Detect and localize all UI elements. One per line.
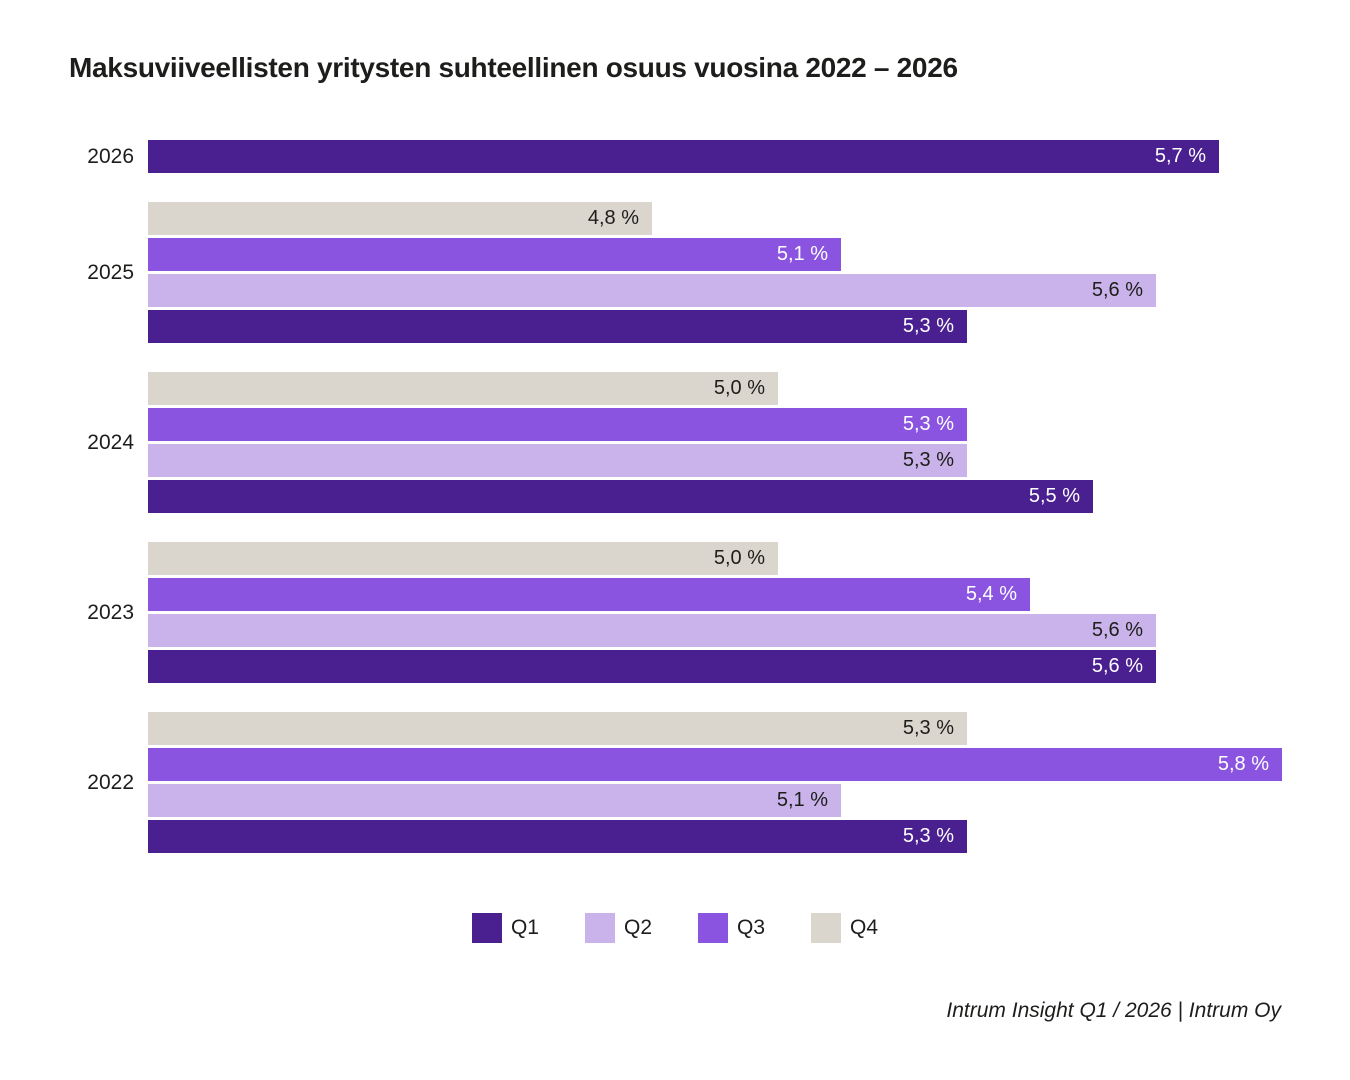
- bar-stack: 5,7 %: [148, 140, 1345, 173]
- legend-item-q1: Q1: [471, 913, 539, 943]
- bar-2026-Q1: 5,7 %: [148, 140, 1219, 173]
- legend-label: Q4: [850, 916, 879, 939]
- chart-legend: Q1 Q2 Q3 Q4: [0, 913, 1350, 943]
- legend-swatch-q1: [471, 913, 502, 943]
- bar-2024-Q2: 5,3 %: [148, 444, 967, 477]
- bar-2024-Q4: 5,0 %: [148, 372, 778, 405]
- legend-label: Q2: [623, 916, 652, 939]
- year-group-2022: 2022 5,3 % 5,8 % 5,1 % 5,3 %: [0, 712, 1350, 853]
- year-group-2023: 2023 5,0 % 5,4 % 5,6 % 5,6 %: [0, 542, 1350, 683]
- bar-stack: 5,0 % 5,3 % 5,3 % 5,5 %: [148, 372, 1345, 513]
- bar-value-label: 5,6 %: [1091, 655, 1143, 677]
- legend-swatch-q2: [584, 913, 615, 943]
- bar-2023-Q3: 5,4 %: [148, 578, 1030, 611]
- bar-2022-Q3: 5,8 %: [148, 748, 1282, 781]
- bar-value-label: 5,6 %: [1091, 619, 1143, 641]
- bar-2023-Q2: 5,6 %: [148, 614, 1156, 647]
- year-label: 2023: [87, 600, 134, 624]
- legend-item-q3: Q3: [698, 913, 765, 943]
- bar-value-label: 4,8 %: [587, 207, 639, 229]
- year-label: 2024: [87, 430, 134, 454]
- bar-2025-Q2: 5,6 %: [148, 274, 1156, 307]
- bar-value-label: 5,3 %: [902, 825, 954, 847]
- bar-stack: 5,3 % 5,8 % 5,1 % 5,3 %: [148, 712, 1345, 853]
- year-label: 2026: [87, 144, 134, 168]
- bar-2024-Q1: 5,5 %: [148, 480, 1093, 513]
- bar-value-label: 5,3 %: [902, 315, 954, 337]
- bar-value-label: 5,3 %: [902, 449, 954, 471]
- bar-2025-Q1: 5,3 %: [148, 310, 967, 343]
- bar-value-label: 5,6 %: [1091, 279, 1143, 301]
- bar-2025-Q3: 5,1 %: [148, 238, 841, 271]
- bar-value-label: 5,3 %: [902, 413, 954, 435]
- bar-2022-Q2: 5,1 %: [148, 784, 841, 817]
- bar-2023-Q1: 5,6 %: [148, 650, 1156, 683]
- bar-value-label: 5,0 %: [713, 547, 765, 569]
- legend-label: Q1: [510, 916, 539, 939]
- year-label: 2025: [87, 260, 134, 284]
- bar-value-label: 5,1 %: [776, 789, 828, 811]
- chart-title: Maksuviiveellisten yritysten suhteelline…: [69, 52, 958, 83]
- bar-value-label: 5,4 %: [965, 583, 1017, 605]
- bar-value-label: 5,0 %: [713, 377, 765, 399]
- year-group-2025: 2025 4,8 % 5,1 % 5,6 % 5,3 %: [0, 202, 1350, 343]
- legend-item-q2: Q2: [584, 913, 652, 943]
- bar-stack: 5,0 % 5,4 % 5,6 % 5,6 %: [148, 542, 1345, 683]
- bar-value-label: 5,7 %: [1154, 145, 1206, 167]
- legend-swatch-q4: [811, 913, 842, 943]
- bar-value-label: 5,8 %: [1217, 753, 1269, 775]
- bar-value-label: 5,1 %: [776, 243, 828, 265]
- bar-value-label: 5,3 %: [902, 717, 954, 739]
- bar-stack: 4,8 % 5,1 % 5,6 % 5,3 %: [148, 202, 1345, 343]
- bar-value-label: 5,5 %: [1028, 485, 1080, 507]
- legend-item-q4: Q4: [811, 913, 878, 943]
- year-group-2026: 2026 5,7 %: [0, 140, 1350, 173]
- year-group-2024: 2024 5,0 % 5,3 % 5,3 % 5,5 %: [0, 372, 1350, 513]
- source-caption: Intrum Insight Q1 / 2026 | Intrum Oy: [946, 999, 1281, 1022]
- bar-2025-Q4: 4,8 %: [148, 202, 652, 235]
- bar-2023-Q4: 5,0 %: [148, 542, 778, 575]
- bar-chart: 2026 5,7 % 2025 4,8 % 5,1 % 5,6 % 5,3 % 2024 5,0…: [0, 140, 1350, 853]
- bar-2024-Q3: 5,3 %: [148, 408, 967, 441]
- year-label: 2022: [87, 770, 134, 794]
- bar-2022-Q4: 5,3 %: [148, 712, 967, 745]
- bar-2022-Q1: 5,3 %: [148, 820, 967, 853]
- legend-swatch-q3: [698, 913, 728, 943]
- legend-label: Q3: [737, 916, 766, 939]
